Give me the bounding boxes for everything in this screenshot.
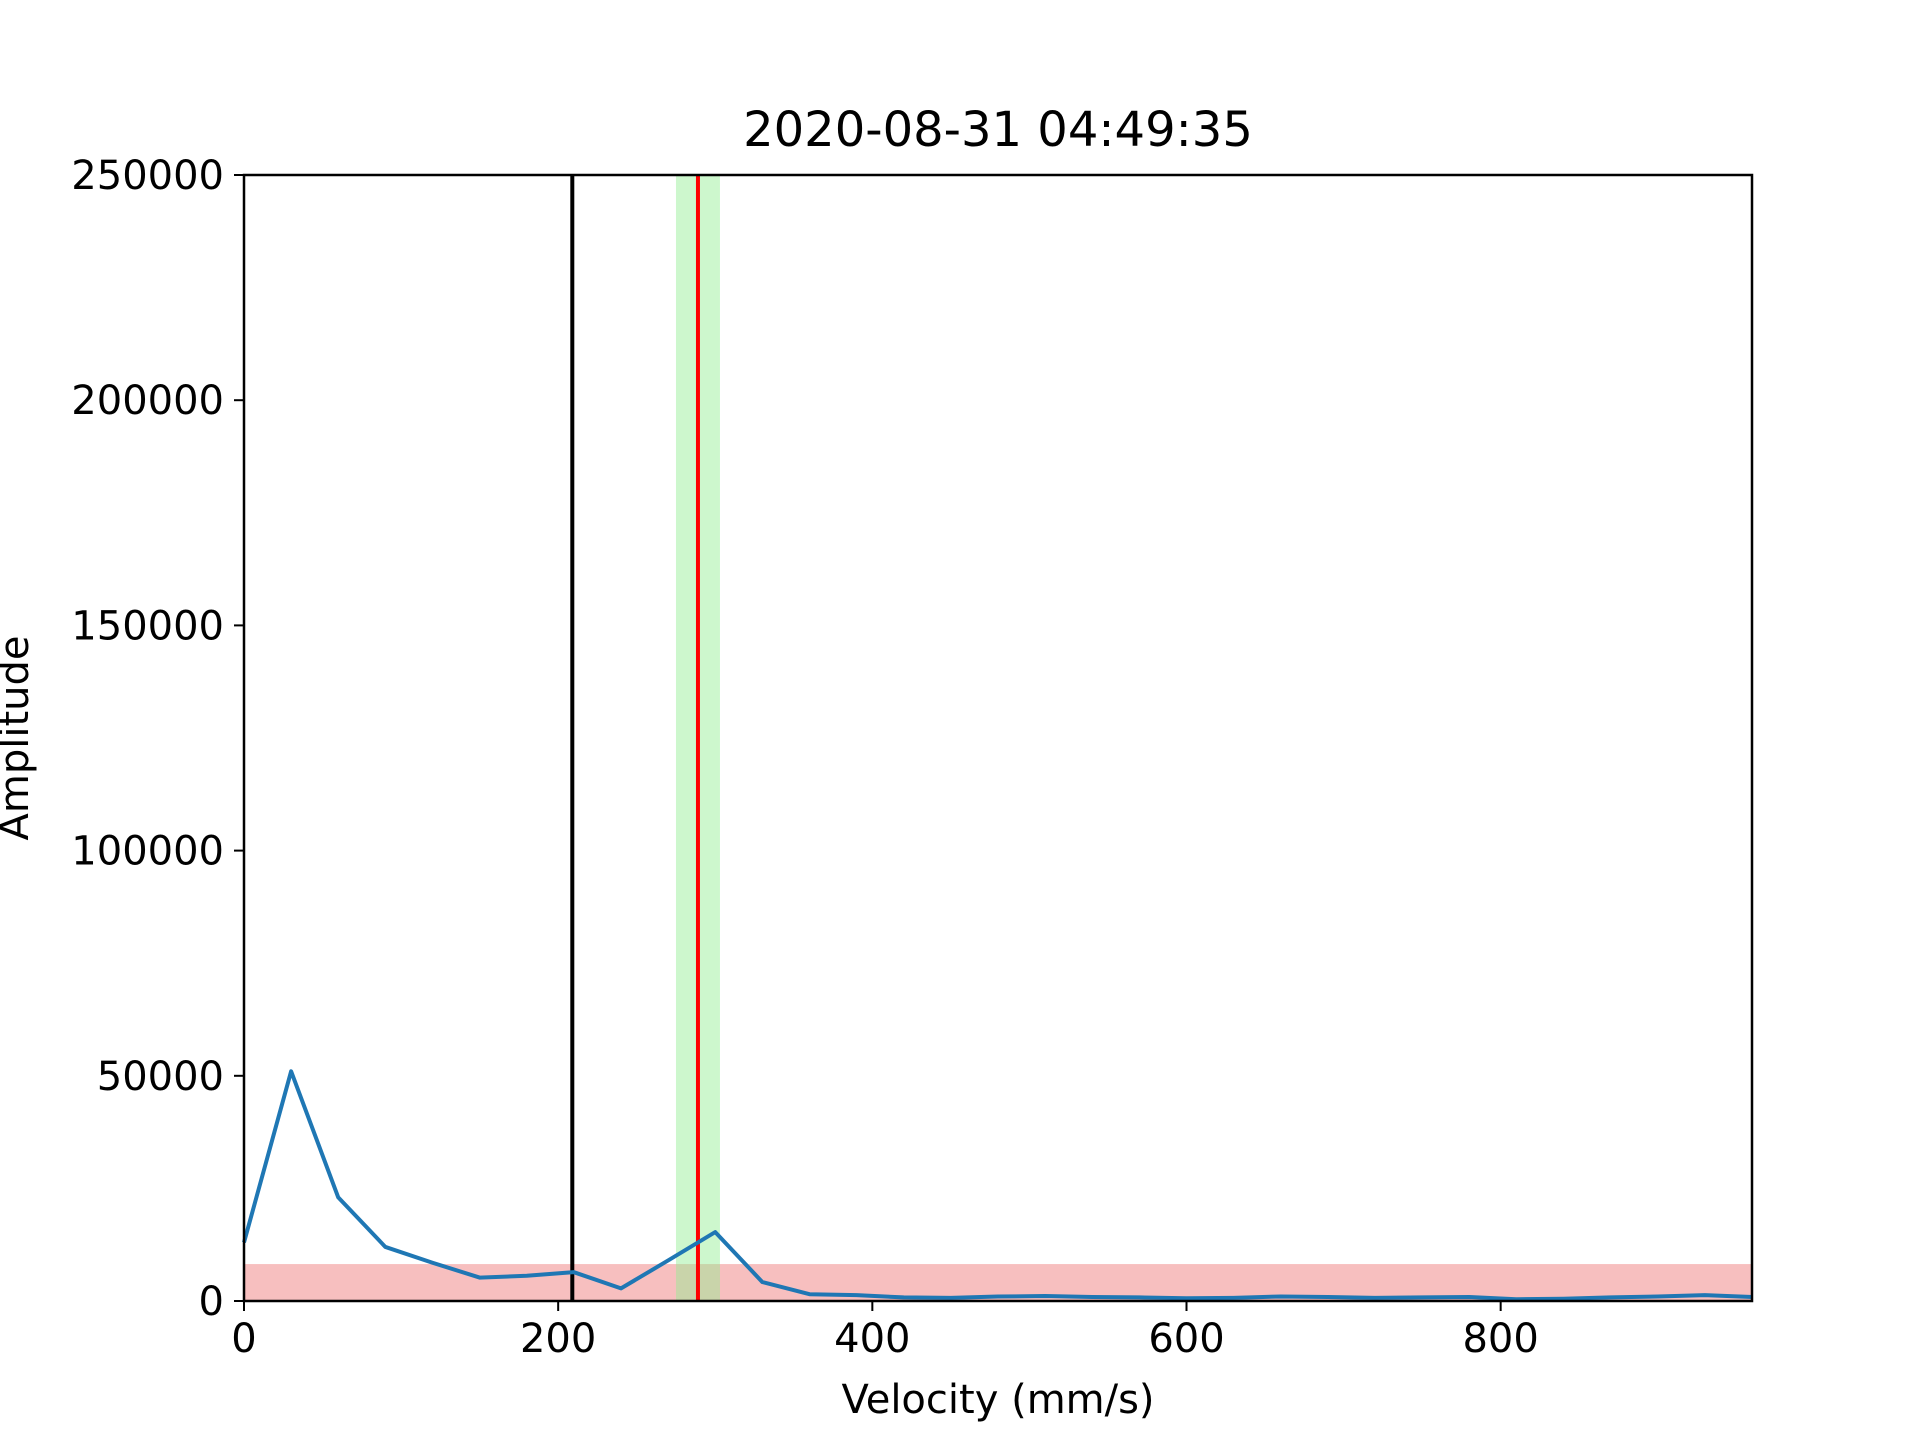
y-tick-label: 50000 (97, 1054, 224, 1100)
x-axis-label: Velocity (mm/s) (841, 1377, 1154, 1423)
series-lines (242, 1069, 1753, 1302)
y-tick-label: 0 (199, 1279, 224, 1325)
y-axis-ticks: 0 50000 100000 150000 200000 250000 (71, 153, 244, 1325)
marker-lines (570, 175, 700, 1301)
x-tick-label: 400 (834, 1316, 910, 1362)
x-tick-label: 200 (520, 1316, 596, 1362)
x-tick-label: 800 (1462, 1316, 1538, 1362)
y-axis-label: Amplitude (0, 636, 38, 841)
y-tick-label: 250000 (71, 153, 224, 199)
x-tick-label: 600 (1148, 1316, 1224, 1362)
x-axis-ticks: 0 200 400 600 800 (231, 1301, 1539, 1362)
y-tick-label: 150000 (71, 603, 224, 649)
x-tick-label: 0 (231, 1316, 256, 1362)
plot-area-frame (242, 173, 1754, 1303)
y-tick-label: 200000 (71, 378, 224, 424)
chart-title: 2020-08-31 04:49:35 (743, 102, 1253, 158)
y-tick-label: 100000 (71, 829, 224, 875)
threshold-bands (244, 175, 1752, 1301)
series-line-0 (242, 1069, 1753, 1302)
